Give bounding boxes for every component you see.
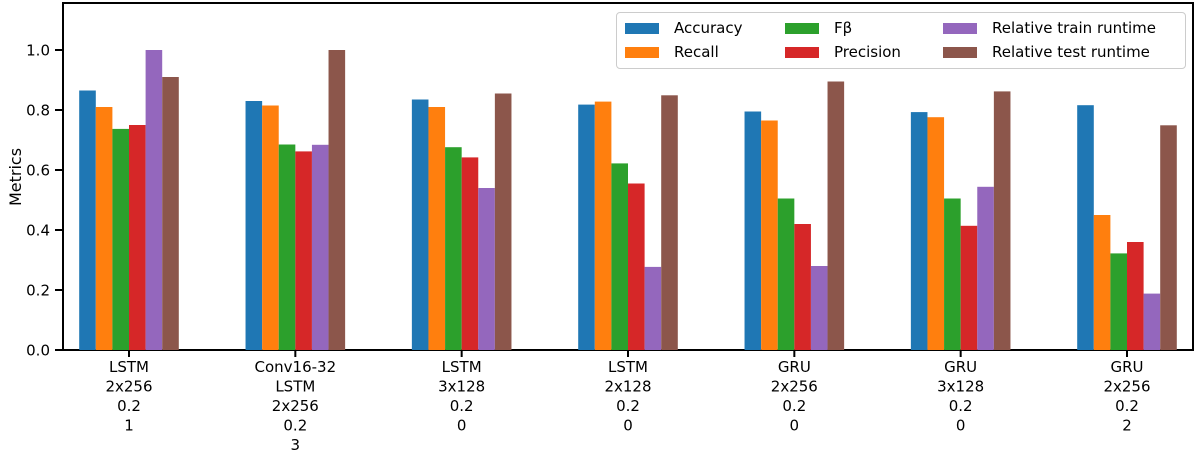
bar [977, 186, 994, 350]
legend-item: Relative test runtime [943, 42, 1179, 61]
legend-item: Relative train runtime [943, 21, 1179, 36]
bar [79, 90, 96, 350]
bar [445, 147, 462, 350]
bar [311, 144, 329, 350]
bar [494, 93, 512, 350]
bar [1077, 105, 1094, 350]
x-tick-label: Conv16-32 LSTM 2x256 0.2 3 [255, 358, 337, 452]
bar [262, 105, 279, 350]
legend-item: Accuracy [625, 21, 785, 36]
legend: Accuracy Recall Fβ Precision Relative train … [616, 12, 1186, 69]
legend-item: Recall [625, 42, 785, 61]
bar [611, 163, 628, 350]
y-axis-label: Metrics [6, 148, 25, 206]
bar [910, 112, 928, 350]
legend-swatch [625, 23, 659, 35]
bar [245, 101, 263, 350]
bar [594, 101, 612, 350]
bar [661, 95, 678, 350]
legend-label: Accuracy [674, 19, 743, 38]
legend-swatch [943, 23, 977, 35]
x-tick-label: LSTM 3x128 0.2 0 [438, 358, 485, 435]
bar [927, 117, 945, 350]
bar [1110, 253, 1127, 350]
x-tick-label: LSTM 2x128 0.2 0 [604, 358, 651, 435]
y-tick-label: 1.0 [26, 42, 50, 60]
bar [1126, 242, 1144, 350]
bar [411, 99, 429, 350]
bar [112, 128, 129, 350]
legend-label: Fβ [834, 19, 853, 38]
x-tick-label: GRU 3x128 0.2 0 [937, 358, 984, 435]
bar [295, 151, 312, 350]
plot-area: 0.0 0.2 0.4 0.6 0.8 1.0 LSTM 2x256 0.2 1 Conv16-32… [26, 2, 1194, 452]
bar [944, 198, 961, 350]
bar [777, 198, 795, 350]
bar [461, 157, 479, 350]
bar [1093, 215, 1111, 350]
x-tick-label: GRU 2x256 0.2 2 [1103, 358, 1150, 435]
bar [278, 144, 296, 350]
bar [827, 81, 845, 350]
bar [794, 224, 811, 350]
bar [761, 120, 778, 350]
bar [478, 188, 495, 350]
legend-swatch [625, 46, 659, 58]
y-tick-label: 0.6 [26, 162, 50, 180]
legend-label: Precision [834, 42, 901, 61]
bar [993, 91, 1011, 351]
y-tick-label: 0.0 [26, 342, 50, 360]
bar [95, 107, 113, 350]
legend-item: Fβ [785, 21, 943, 36]
bar [129, 125, 146, 350]
x-tick-label: LSTM 2x256 0.2 1 [105, 358, 152, 435]
legend-swatch [785, 23, 819, 35]
bar [810, 266, 828, 350]
legend-swatch [943, 46, 977, 58]
bar [1160, 125, 1177, 350]
x-tick-label: GRU 2x256 0.2 0 [771, 358, 818, 435]
legend-swatch [785, 46, 819, 58]
bar [428, 107, 446, 350]
y-tick-label: 0.8 [26, 102, 50, 120]
legend-item: Precision [785, 42, 943, 61]
legend-label: Recall [674, 42, 719, 61]
bar [578, 104, 595, 350]
bar [145, 50, 163, 350]
bar [627, 183, 645, 350]
bar [162, 77, 179, 350]
legend-label: Relative train runtime [992, 19, 1157, 38]
bar [744, 111, 762, 350]
legend-label: Relative test runtime [992, 42, 1150, 61]
bar [644, 266, 662, 350]
bar [328, 50, 346, 350]
bar [960, 225, 978, 350]
y-tick-label: 0.4 [26, 222, 50, 240]
bar [1143, 293, 1161, 350]
y-tick-label: 0.2 [26, 282, 50, 300]
